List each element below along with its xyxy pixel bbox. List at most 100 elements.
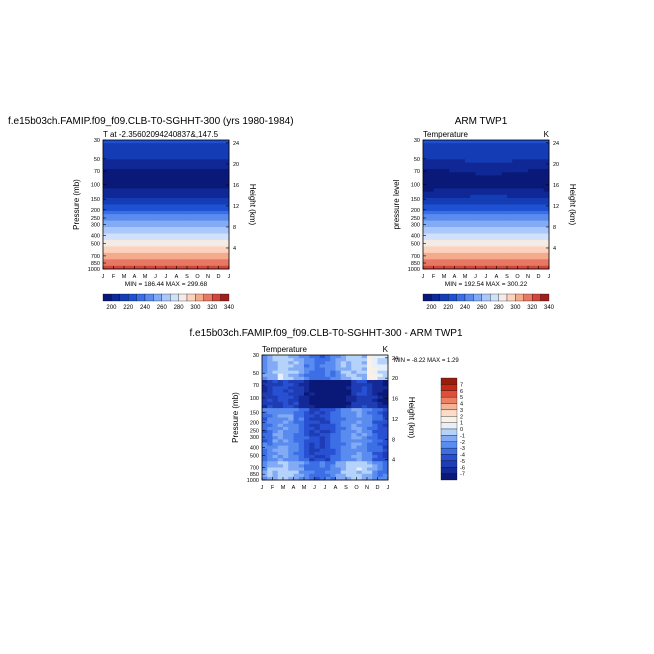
field-cell [361,383,368,387]
field-cell [335,370,342,375]
field-cell [444,181,450,186]
field-cell [538,207,545,212]
field-cell [325,401,331,406]
field-cell [351,361,357,365]
field-cell [501,194,508,199]
field-cell [113,256,120,260]
field-cell [454,169,461,173]
field-cell [496,194,503,199]
field-cell [108,181,114,186]
field-cell [103,252,109,257]
field-cell [491,172,497,176]
field-cell [444,149,450,154]
field-cell [475,181,482,186]
field-cell [449,188,455,192]
field-cell [433,246,440,251]
field-cell [171,236,177,241]
field-cell [288,373,294,378]
field-cell [118,175,125,180]
field-cell [197,159,204,163]
field-cell [166,156,172,160]
field-cell [192,227,198,231]
field-cell [197,198,204,202]
field-cell [223,165,230,170]
field-cell [496,140,503,144]
field-cell [512,265,518,270]
field-cell [223,252,230,257]
colorbar-swatch [136,293,146,302]
field-cell [444,223,450,228]
field-cell [113,201,120,205]
field-cell [528,265,534,270]
field-cell [218,156,225,160]
field-cell [129,220,135,225]
field-cell [340,464,347,468]
field-cell [293,367,300,372]
field-cell [108,243,114,247]
y-tick-label: 30 [94,138,100,144]
field-cell [309,426,315,431]
field-cell [298,458,305,462]
field-cell [382,364,389,368]
field-cell [113,236,120,241]
field-cell [356,439,363,443]
x-tick-label: D [537,274,541,280]
field-cell [192,152,198,157]
field-cell [272,380,279,384]
field-cell [160,169,167,173]
field-cell [298,358,305,362]
x-tick-label: A [175,274,179,280]
field-cell [346,395,352,400]
field-cell [330,436,336,440]
field-cell [533,233,539,238]
field-cell [423,256,429,260]
field-cell [382,376,389,381]
field-cell [298,383,305,387]
field-cell [533,223,539,228]
field-cell [480,259,487,263]
field-cell [176,149,183,154]
field-cell [134,178,141,183]
field-cell [166,265,172,270]
field-cell [202,239,209,244]
field-cell [325,461,331,465]
colorbar-label: -4 [460,453,465,459]
field-cell [372,476,378,481]
field-cell [218,265,225,270]
field-cell [283,442,289,447]
field-cell [465,239,471,244]
field-cell [150,181,156,186]
field-cell [103,249,109,254]
colorbar-swatch [440,422,458,430]
field-cell [197,188,204,192]
field-cell [272,420,279,425]
field-cell [512,239,518,244]
field-cell [218,246,225,251]
field-cell [124,207,130,212]
field-cell [533,194,539,199]
field-cell [298,451,305,456]
field-cell [277,417,284,422]
field-cell [197,165,204,170]
field-cell [155,252,162,257]
field-cell [145,265,151,270]
field-cell [208,210,214,215]
field-cell [139,256,146,260]
field-cell [512,143,518,147]
field-cell [528,236,534,241]
field-cell [449,252,455,257]
field-cell [197,233,204,238]
field-cell [213,146,219,151]
panel-units: K [544,130,550,139]
field-cell [382,355,389,359]
field-cell [293,426,300,431]
field-cell [124,217,130,222]
field-cell [134,220,141,225]
field-cell [319,430,326,434]
field-cell [181,230,188,234]
field-cell [267,361,273,365]
field-cell [507,265,513,270]
field-cell [108,207,114,212]
field-cell [367,408,373,412]
field-cell [314,373,321,378]
